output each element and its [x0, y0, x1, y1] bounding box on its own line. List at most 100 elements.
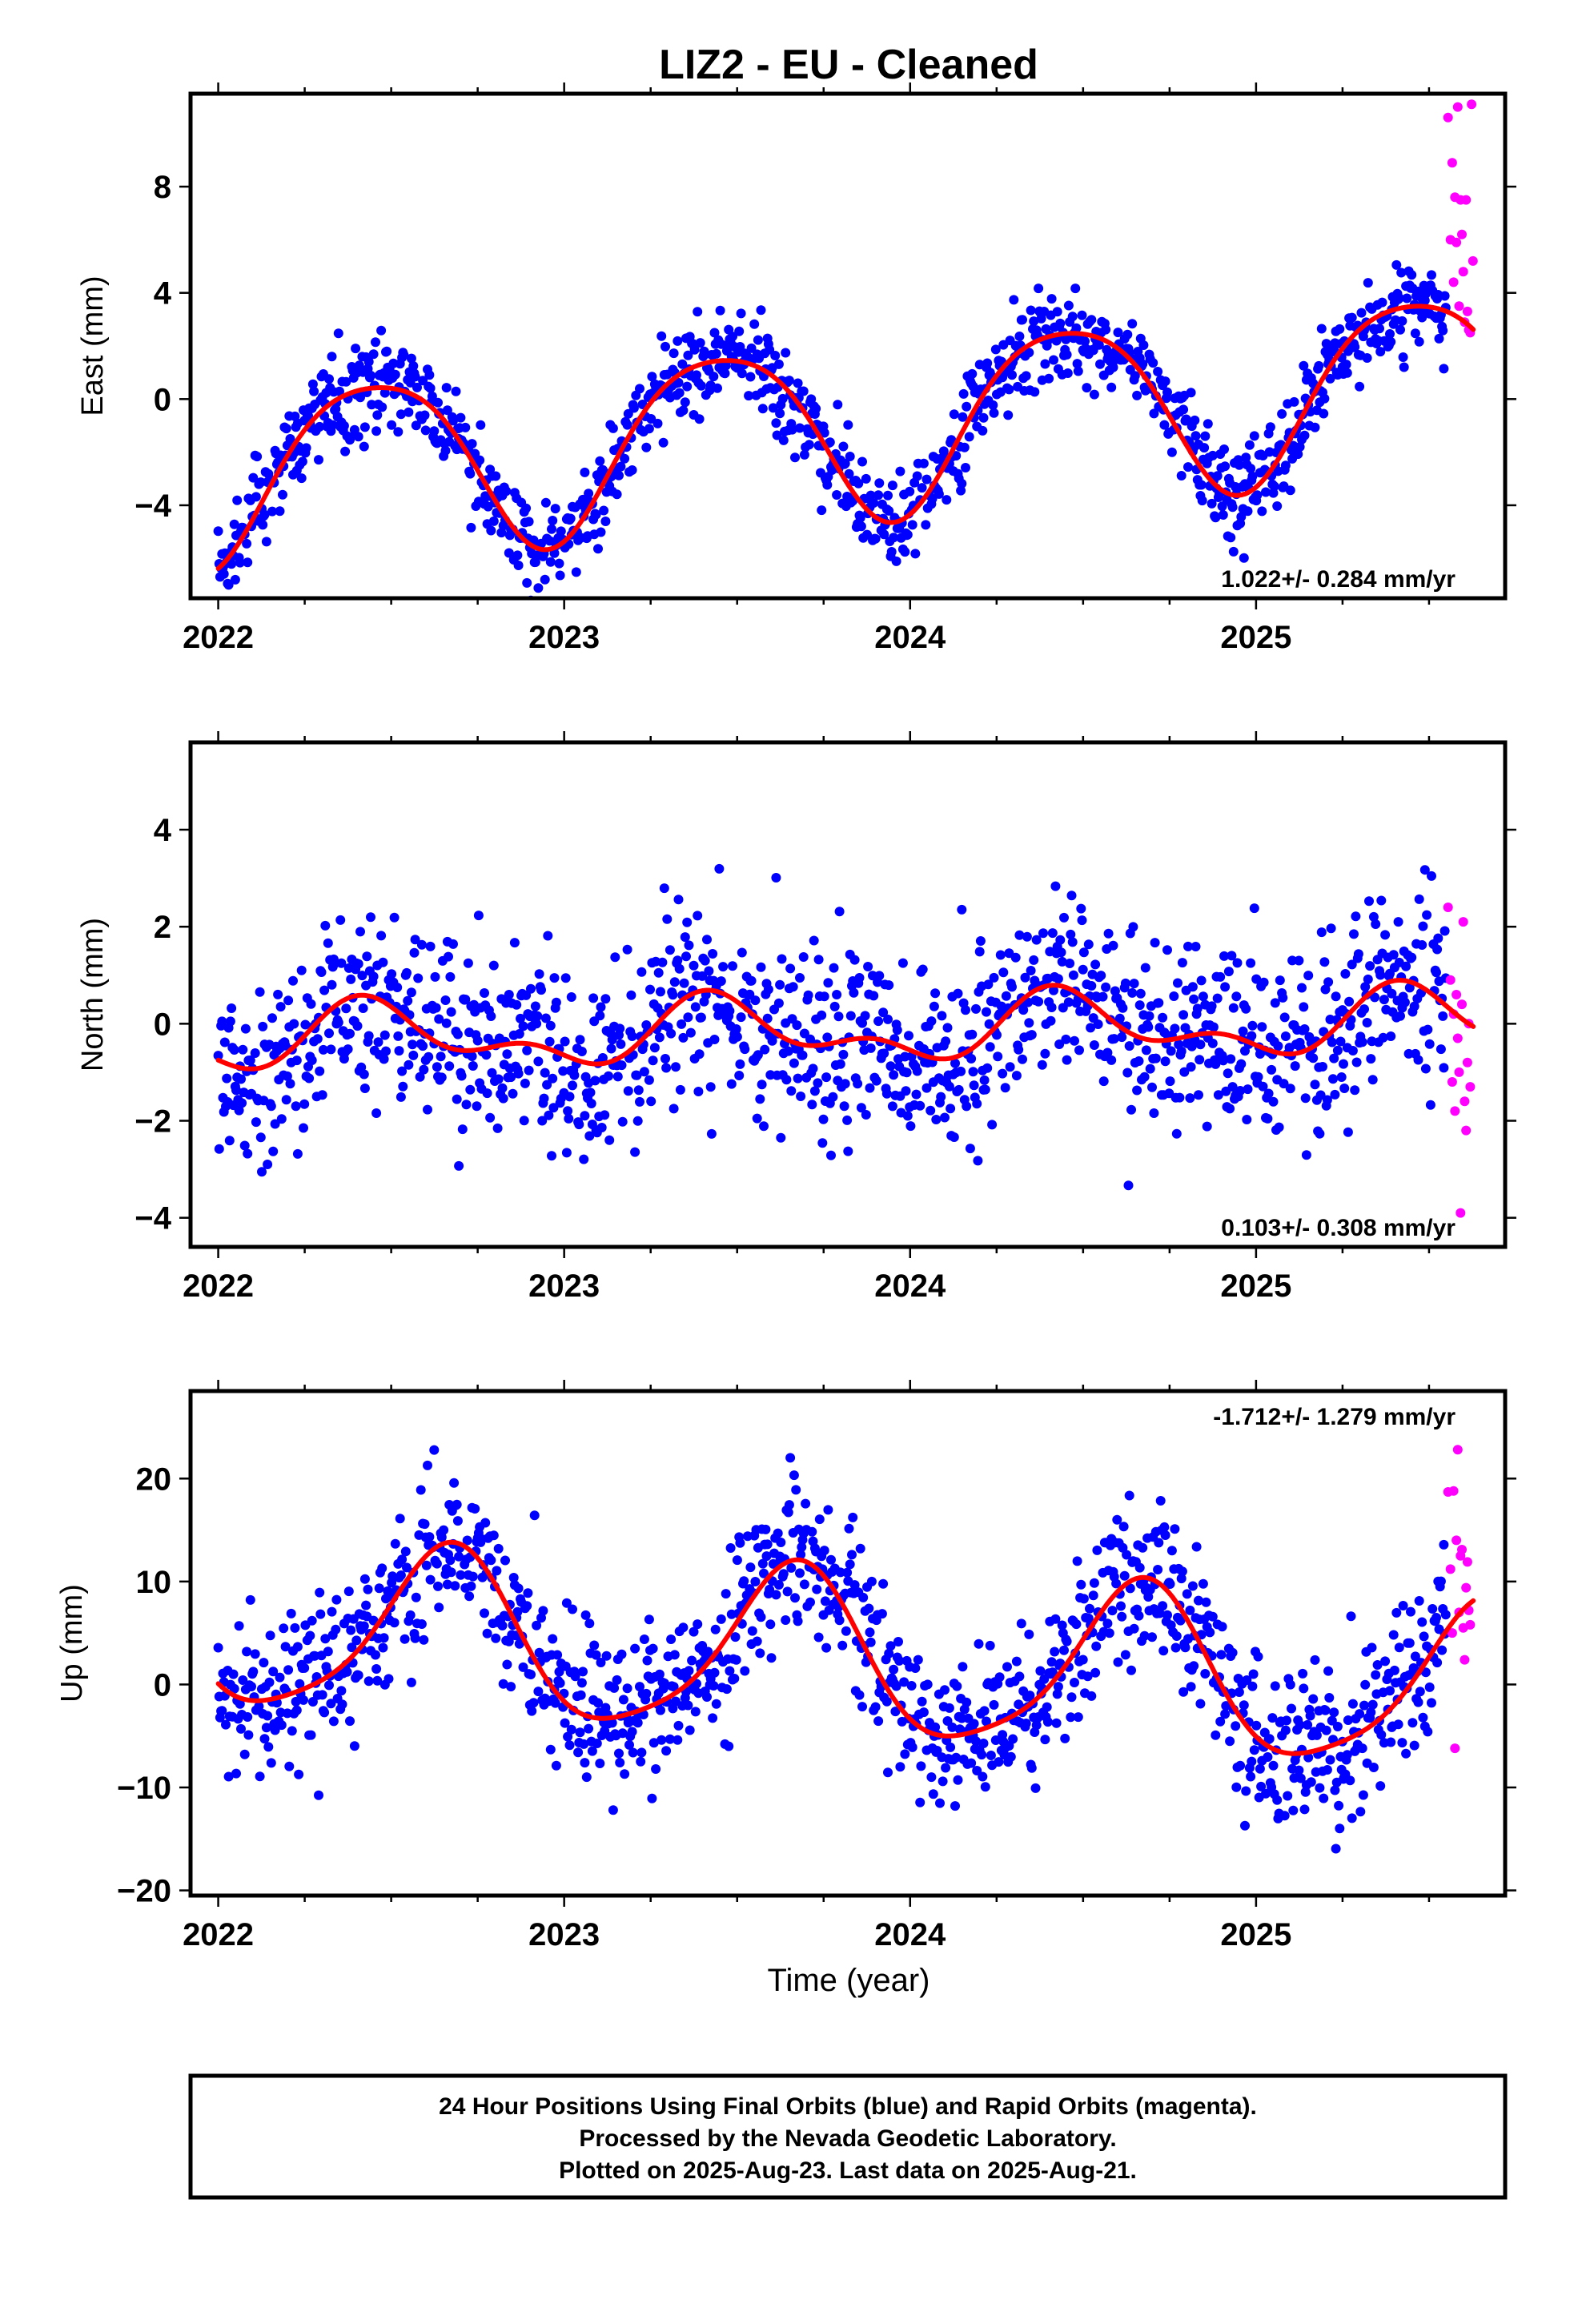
north-final-point-181 — [396, 1092, 406, 1102]
north-final-point-979 — [1195, 1055, 1205, 1065]
up-final-point-826 — [1052, 1689, 1062, 1699]
east-final-point-1103 — [1347, 312, 1357, 323]
up-final-point-177 — [395, 1514, 405, 1524]
east-final-point-429 — [656, 331, 667, 341]
up-final-point-443 — [669, 1682, 679, 1692]
up-final-point-430 — [656, 1705, 665, 1715]
north-final-point-1099 — [1315, 1090, 1326, 1100]
north-final-point-702 — [917, 964, 928, 975]
up-final-point-787 — [1014, 1671, 1025, 1682]
up-final-point-340 — [566, 1724, 576, 1735]
up-final-point-940 — [1165, 1579, 1175, 1589]
north-final-point-174 — [389, 912, 400, 923]
up-final-point-380 — [607, 1718, 617, 1728]
north-final-point-91 — [306, 999, 316, 1009]
up-final-point-1008 — [1235, 1760, 1246, 1771]
up-final-point-666 — [891, 1681, 901, 1691]
north-final-point-572 — [786, 1086, 797, 1096]
north-final-point-738 — [953, 988, 963, 999]
east-final-point-1189 — [1434, 333, 1444, 344]
up-final-point-933 — [1158, 1646, 1169, 1656]
up-final-point-364 — [591, 1650, 601, 1660]
north-final-point-465 — [680, 932, 690, 943]
up-final-point-1183 — [1414, 1596, 1424, 1606]
east-final-point-249 — [466, 522, 476, 533]
up-final-point-902 — [1129, 1623, 1139, 1634]
north-final-point-992 — [1207, 1038, 1218, 1048]
east-rapid-point-16 — [1467, 99, 1477, 110]
north-final-point-754 — [969, 1080, 979, 1091]
footer-box — [188, 2073, 1508, 2200]
north-final-point-309 — [522, 1045, 532, 1055]
up-final-point-875 — [1102, 1618, 1113, 1629]
north-final-point-981 — [1196, 975, 1207, 986]
north-final-point-955 — [1171, 1128, 1182, 1139]
north-final-point-831 — [1046, 1003, 1057, 1012]
east-final-point-771 — [1007, 370, 1017, 380]
north-axis-frame — [188, 740, 1508, 1249]
up-final-point-38 — [255, 1771, 265, 1782]
north-final-point-193 — [408, 1039, 418, 1050]
up-ytick-label-0: −20 — [117, 1874, 171, 1909]
up-final-point-534 — [759, 1568, 769, 1578]
up-final-point-575 — [799, 1579, 809, 1590]
north-final-point-526 — [740, 1044, 750, 1055]
up-final-point-560 — [784, 1500, 794, 1510]
up-final-point-68 — [286, 1608, 296, 1618]
east-final-point-608 — [832, 490, 842, 500]
east-final-point-226 — [441, 383, 452, 393]
north-final-point-941 — [1158, 1012, 1168, 1023]
east-final-point-446 — [673, 336, 683, 346]
up-final-point-894 — [1120, 1650, 1130, 1660]
north-final-point-454 — [669, 977, 680, 987]
north-final-point-243 — [457, 1124, 468, 1135]
north-final-point-926 — [1141, 1045, 1151, 1055]
up-final-point-1178 — [1409, 1740, 1419, 1751]
east-ytick-label-3: 8 — [154, 170, 171, 205]
north-final-point-51 — [266, 1101, 276, 1112]
north-final-point-841 — [1056, 947, 1066, 958]
north-final-point-795 — [1010, 952, 1021, 963]
north-final-point-673 — [887, 1101, 897, 1112]
up-final-point-945 — [1170, 1524, 1180, 1534]
north-final-point-371 — [585, 1088, 596, 1098]
north-final-point-634 — [849, 987, 859, 998]
east-final-point-855 — [1094, 340, 1104, 350]
east-final-point-640 — [865, 490, 876, 501]
up-xtick-label-2: 2024 — [874, 1917, 946, 1952]
up-final-point-401 — [627, 1727, 637, 1737]
north-final-point-1112 — [1328, 1074, 1338, 1084]
up-final-point-1013 — [1241, 1786, 1251, 1796]
north-final-point-667 — [881, 1088, 892, 1099]
up-final-point-1076 — [1305, 1711, 1315, 1721]
east-final-point-164 — [377, 402, 387, 412]
north-final-point-482 — [697, 971, 708, 981]
north-final-point-370 — [584, 1131, 595, 1141]
north-final-point-753 — [968, 1067, 978, 1077]
up-final-point-552 — [776, 1538, 786, 1547]
east-final-point-37 — [251, 492, 261, 502]
north-final-point-1061 — [1275, 975, 1285, 986]
up-final-point-725 — [953, 1775, 963, 1785]
east-final-point-1140 — [1386, 336, 1396, 347]
north-final-point-545 — [759, 1121, 769, 1132]
east-final-point-1075 — [1319, 393, 1330, 404]
east-final-point-953 — [1199, 443, 1210, 453]
north-final-point-8 — [222, 1073, 232, 1084]
up-final-point-418 — [644, 1614, 654, 1625]
north-final-point-253 — [467, 1051, 477, 1061]
up-final-point-541 — [765, 1619, 776, 1630]
up-final-point-877 — [1104, 1628, 1114, 1638]
up-final-point-663 — [889, 1664, 899, 1675]
up-final-point-961 — [1186, 1682, 1196, 1692]
up-rapid-point-5 — [1452, 1535, 1462, 1546]
north-final-point-961 — [1177, 958, 1187, 968]
north-final-point-1002 — [1218, 1055, 1228, 1066]
north-final-point-757 — [972, 1099, 982, 1109]
up-final-point-892 — [1118, 1522, 1129, 1532]
up-final-point-929 — [1154, 1608, 1165, 1618]
north-final-point-329 — [542, 1080, 552, 1090]
east-rapid-point-9 — [1457, 229, 1467, 239]
north-final-point-710 — [926, 1105, 936, 1116]
